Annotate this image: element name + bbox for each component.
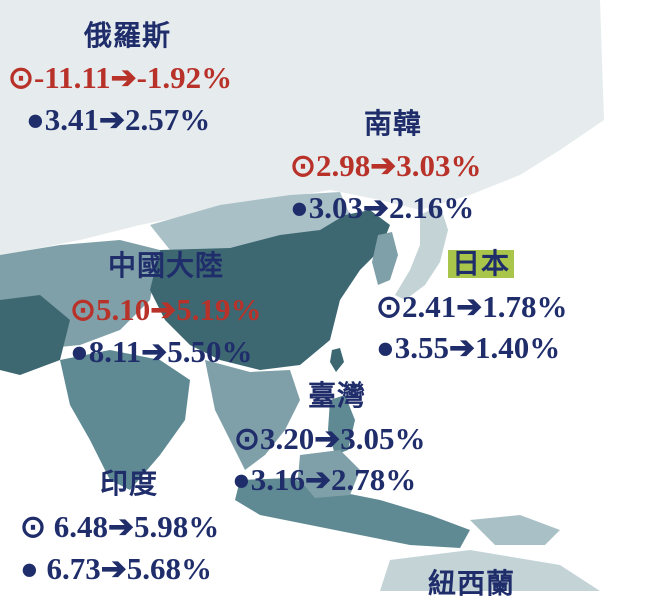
region-taiwan-line1: ⊙3.20➔3.05% (234, 421, 426, 456)
japan-landmass (395, 205, 448, 300)
new-guinea-landmass (470, 515, 560, 545)
mongolia-landmass (150, 192, 350, 250)
china-landmass (150, 210, 390, 370)
region-name-taiwan: 臺灣 (308, 379, 367, 412)
region-india-line1: ⊙ 6.48➔5.98% (20, 509, 220, 544)
region-japan-line1: ⊙2.41➔1.78% (376, 289, 568, 324)
region-south-korea-line2: ●3.03➔2.16% (290, 190, 475, 225)
sea-mainland (205, 360, 300, 470)
region-china-line2: ●8.11➔5.50% (70, 334, 253, 369)
region-japan-line2: ●3.55➔1.40% (376, 330, 561, 365)
russia-landmass (0, 0, 604, 255)
region-south-korea-line1: ⊙2.98➔3.03% (290, 148, 482, 183)
region-name-india: 印度 (100, 467, 159, 500)
region-taiwan-line2: ●3.16➔2.78% (232, 462, 417, 497)
region-name-japan: 日本 (448, 250, 515, 278)
region-name-china: 中國大陸 (108, 249, 225, 282)
region-name-south-korea: 南韓 (364, 107, 423, 140)
indonesia-landmass (235, 478, 470, 548)
region-china-line1: ⊙5.10➔5.19% (70, 292, 262, 327)
west-asia-landmass (0, 295, 70, 375)
region-name-new-zealand: 紐西蘭 (428, 567, 516, 600)
australia-landmass (380, 550, 600, 591)
philippines-landmass (328, 395, 355, 455)
borneo-landmass (298, 450, 360, 498)
region-india-line2: ● 6.73➔5.68% (20, 551, 212, 586)
region-name-russia: 俄羅斯 (84, 19, 172, 52)
region-russia-line1: ⊙-11.11➔-1.92% (8, 60, 233, 95)
korea-landmass (372, 232, 398, 285)
region-russia-line2: ●3.41➔2.57% (26, 102, 211, 137)
india-landmass (60, 350, 190, 490)
taiwan-landmass (330, 348, 344, 372)
